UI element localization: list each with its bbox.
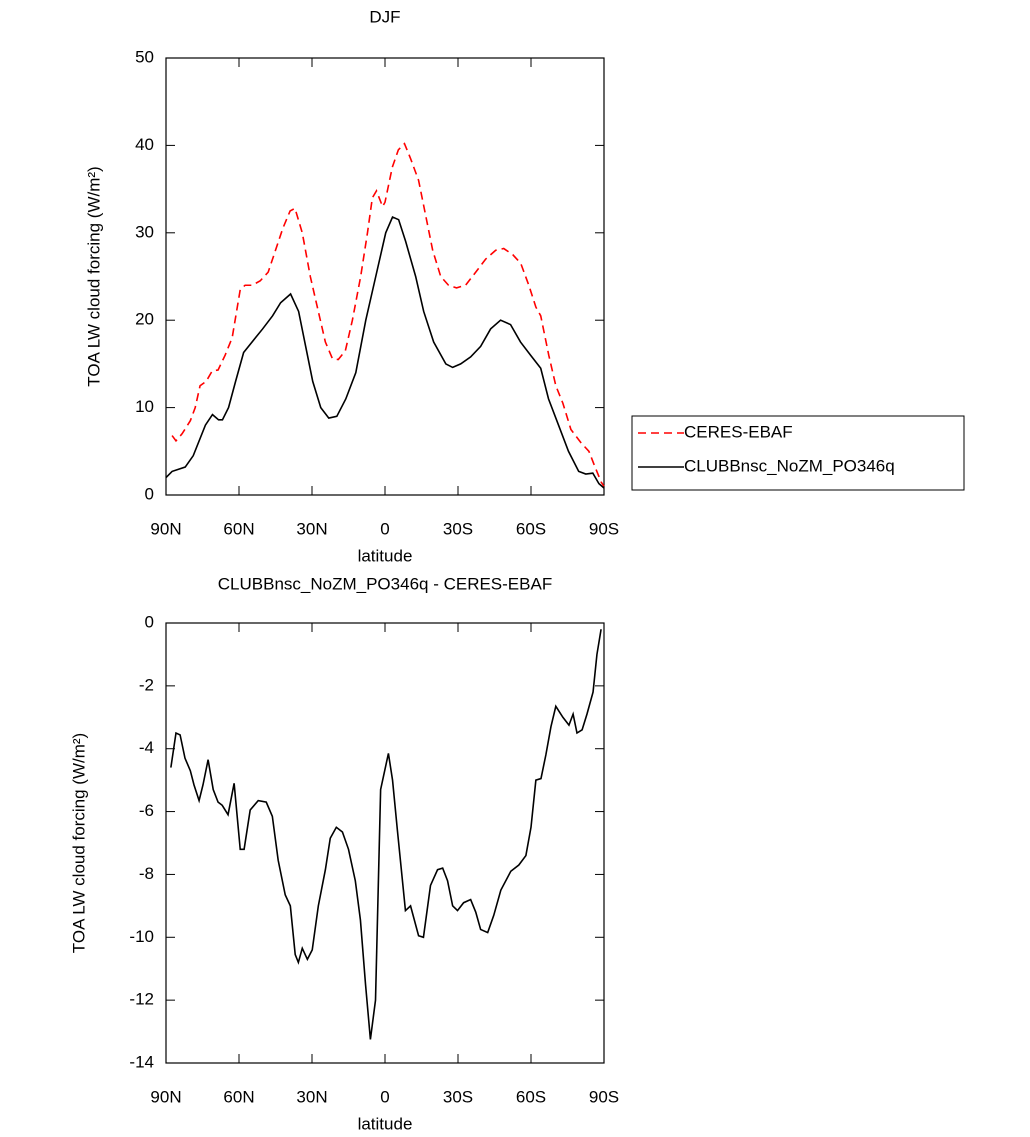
y-tick-label: 50	[135, 47, 154, 66]
x-tick-label: 60S	[516, 519, 546, 538]
x-tick-label: 30N	[296, 1087, 327, 1106]
x-tick-label: 30S	[443, 519, 473, 538]
y-tick-label: 20	[135, 310, 154, 329]
x-tick-label: 30N	[296, 519, 327, 538]
y-axis-label: TOA LW cloud forcing (W/m²)	[69, 733, 88, 953]
x-tick-label: 90S	[589, 1087, 619, 1106]
x-tick-label: 0	[380, 519, 389, 538]
data-line	[165, 216, 605, 489]
legend-label: CLUBBnsc_NoZM_PO346q	[684, 456, 895, 475]
legend-box	[631, 415, 965, 491]
y-tick-label: -4	[139, 738, 154, 757]
x-tick-label: 30S	[443, 1087, 473, 1106]
chart-title: DJF	[369, 7, 400, 26]
y-tick-label: 10	[135, 397, 154, 416]
y-tick-label: 0	[145, 484, 154, 503]
plot-frame	[165, 57, 605, 496]
data-line	[170, 629, 602, 1040]
y-tick-label: -6	[139, 801, 154, 820]
chart-title: CLUBBnsc_NoZM_PO346q - CERES-EBAF	[218, 574, 552, 593]
x-axis-label: latitude	[358, 546, 413, 565]
x-tick-label: 90N	[150, 1087, 181, 1106]
x-tick-label: 60N	[223, 519, 254, 538]
y-tick-label: 40	[135, 135, 154, 154]
x-tick-label: 60N	[223, 1087, 254, 1106]
x-tick-label: 0	[380, 1087, 389, 1106]
x-tick-label: 60S	[516, 1087, 546, 1106]
y-tick-label: -2	[139, 675, 154, 694]
x-tick-label: 90S	[589, 519, 619, 538]
y-tick-label: 30	[135, 222, 154, 241]
y-tick-label: -10	[129, 927, 154, 946]
y-tick-label: -14	[129, 1052, 154, 1071]
y-axis-label: TOA LW cloud forcing (W/m²)	[84, 166, 103, 386]
y-tick-label: -8	[139, 864, 154, 883]
plot-frame	[165, 622, 605, 1064]
legend-label: CERES-EBAF	[684, 422, 793, 441]
y-tick-label: 0	[145, 612, 154, 631]
y-tick-label: -12	[129, 990, 154, 1009]
data-line	[171, 142, 605, 487]
x-tick-label: 90N	[150, 519, 181, 538]
x-axis-label: latitude	[358, 1114, 413, 1133]
